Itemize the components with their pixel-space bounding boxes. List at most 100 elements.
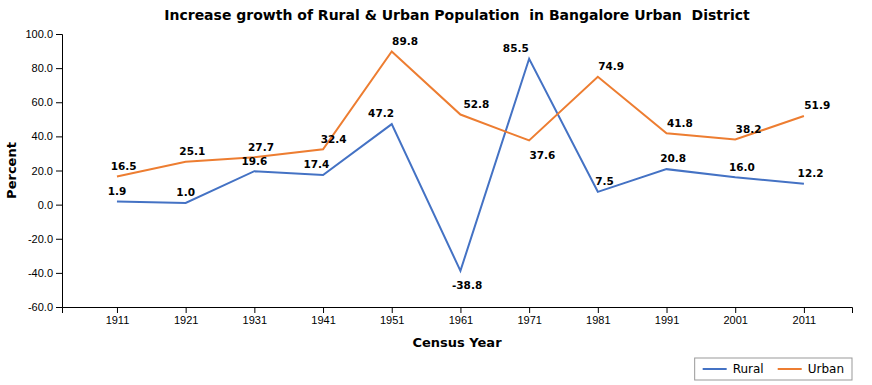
y-tick: 20.0	[32, 165, 62, 177]
x-tick-mark	[323, 307, 324, 313]
x-tick-label: 2001	[723, 314, 747, 326]
x-axis: 1911 1921 1931 1941 1951 1961 1971 1981 1991 2001…	[63, 307, 853, 326]
y-tick-mark	[56, 239, 62, 240]
y-tick: 60.0	[32, 96, 62, 108]
data-label: 12.2	[798, 167, 824, 179]
legend-frame	[695, 358, 852, 380]
y-tick-mark	[56, 102, 62, 103]
y-tick-label: 20.0	[32, 165, 53, 177]
y-tick-mark	[56, 68, 62, 69]
x-tick-mark	[529, 307, 530, 313]
y-axis: -60.0 -40.0 -20.0 0.0 20.0 40.0 60.0 80.0 100.0	[25, 28, 62, 313]
y-tick-label: -40.0	[28, 267, 53, 279]
x-tick: 1951	[380, 307, 404, 326]
data-label: 85.5	[503, 42, 529, 54]
data-label: 32.4	[321, 133, 347, 145]
data-label: 38.2	[736, 123, 762, 135]
data-label: 41.8	[667, 117, 693, 129]
x-tick: 2001	[723, 307, 747, 326]
data-label: 74.9	[598, 60, 624, 72]
x-tick-label: 1931	[243, 314, 267, 326]
y-tick: -60.0	[28, 301, 62, 313]
y-tick-label: 60.0	[32, 96, 53, 108]
y-tick-label: -20.0	[28, 233, 53, 245]
y-tick: 40.0	[32, 130, 62, 142]
x-tick-label: 1981	[586, 314, 610, 326]
x-tick-label: 1961	[449, 314, 473, 326]
series-line	[117, 51, 804, 176]
x-tick: 1991	[655, 307, 679, 326]
x-tick-mark	[735, 307, 736, 313]
data-label: -38.8	[452, 279, 482, 291]
y-tick-label: -60.0	[28, 301, 53, 313]
x-axis-title: Census Year	[412, 335, 502, 350]
x-tick-label: 1991	[655, 314, 679, 326]
x-tick-label: 1921	[174, 314, 198, 326]
data-label: 19.6	[241, 155, 267, 167]
y-tick: 80.0	[32, 62, 62, 74]
x-tick-label: 1971	[517, 314, 541, 326]
y-axis-title: Percent	[4, 142, 19, 199]
x-tick-label: 1941	[311, 314, 335, 326]
x-tick-label: 1911	[106, 314, 130, 326]
data-label: 25.1	[179, 145, 205, 157]
data-label: 20.8	[660, 152, 686, 164]
plot-area: 1911 1921 1931 1941 1951 1961 1971 1981 1991 2001…	[25, 28, 852, 326]
series-group	[117, 51, 804, 270]
chart-title: Increase growth of Rural & Urban Populat…	[164, 7, 750, 23]
y-tick-label: 40.0	[32, 130, 53, 142]
x-tick-mark	[804, 307, 805, 313]
chart-container: 1911 1921 1931 1941 1951 1961 1971 1981 1991 2001…	[0, 0, 872, 385]
x-tick-mark	[254, 307, 255, 313]
y-tick-mark	[56, 273, 62, 274]
legend-label: Rural	[733, 362, 764, 376]
data-label: 16.0	[729, 161, 755, 173]
x-tick-mark	[598, 307, 599, 313]
y-tick-mark	[56, 171, 62, 172]
x-tick-mark	[392, 307, 393, 313]
data-label: 47.2	[368, 107, 394, 119]
x-tick-label: 1951	[380, 314, 404, 326]
chart-svg: 1911 1921 1931 1941 1951 1961 1971 1981 1991 2001…	[0, 0, 872, 385]
data-label: 16.5	[111, 160, 137, 172]
data-label: 1.9	[108, 185, 127, 197]
x-tick-label: 2011	[793, 314, 817, 326]
x-tick: 1931	[243, 307, 267, 326]
y-tick: -20.0	[28, 233, 62, 245]
y-tick: 100.0	[25, 28, 62, 40]
data-label: 7.5	[595, 175, 614, 187]
legend-label: Urban	[808, 362, 844, 376]
data-label: 37.6	[530, 149, 556, 161]
y-tick-mark	[56, 136, 62, 137]
data-label: 52.8	[463, 98, 489, 110]
data-label: 1.0	[176, 186, 195, 198]
legend-swatch	[778, 368, 802, 370]
legend-item: Rural	[703, 362, 764, 376]
y-tick-mark	[56, 34, 62, 35]
y-tick-mark	[56, 205, 62, 206]
data-label: 27.7	[248, 141, 274, 153]
data-labels: 1.9 1.0 19.6 17.4 47.2 -38.8 85.5 7.5 20.8 16.0 12…	[108, 35, 831, 292]
y-tick: -40.0	[28, 267, 62, 279]
x-tick: 1981	[586, 307, 610, 326]
x-tick-mark	[667, 307, 668, 313]
x-tick: 2011	[793, 307, 817, 326]
y-tick-label: 0.0	[38, 199, 53, 211]
x-tick: 1921	[174, 307, 198, 326]
data-label: 51.9	[804, 99, 830, 111]
y-tick-label: 80.0	[32, 62, 53, 74]
legend-swatch	[703, 368, 727, 370]
legend-item: Urban	[778, 362, 844, 376]
y-tick-mark	[56, 307, 62, 308]
x-tick-mark	[117, 307, 118, 313]
x-tick-mark	[186, 307, 187, 313]
x-tick-mark	[460, 307, 461, 313]
series-line	[117, 59, 804, 271]
y-tick: 0.0	[38, 199, 62, 211]
x-tick: 1941	[311, 307, 335, 326]
x-tick: 1971	[517, 307, 541, 326]
x-axis-line	[63, 308, 853, 314]
data-label: 17.4	[303, 158, 329, 170]
y-tick-label: 100.0	[25, 28, 53, 40]
legend: Rural Urban	[695, 358, 852, 380]
